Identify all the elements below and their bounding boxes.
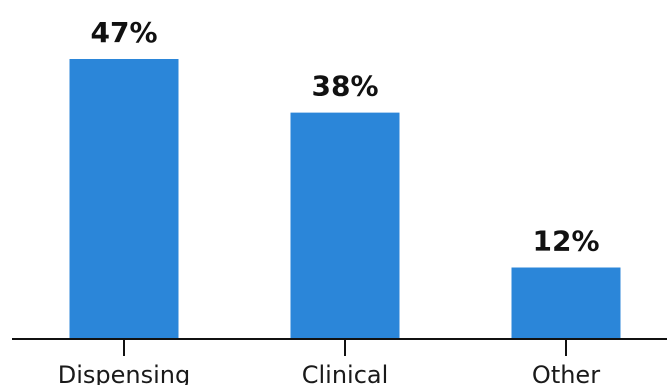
- value-label-dispensing: 47%: [90, 16, 157, 49]
- value-label-other: 12%: [532, 225, 599, 258]
- x-tick-label-clinical: Clinical: [302, 361, 389, 385]
- x-tick-label-other: Other: [532, 361, 600, 385]
- value-labels-group: 47% 38% 12%: [90, 16, 599, 258]
- bar-dispensing: [69, 59, 179, 339]
- x-tick-labels-group: Dispensing Clinical Other: [58, 361, 600, 385]
- bar-other: [511, 267, 621, 339]
- x-tick-label-dispensing: Dispensing: [58, 361, 190, 385]
- x-ticks-group: [123, 339, 567, 356]
- bar-clinical: [290, 112, 400, 339]
- value-label-clinical: 38%: [311, 70, 378, 103]
- bars-group: [69, 59, 621, 339]
